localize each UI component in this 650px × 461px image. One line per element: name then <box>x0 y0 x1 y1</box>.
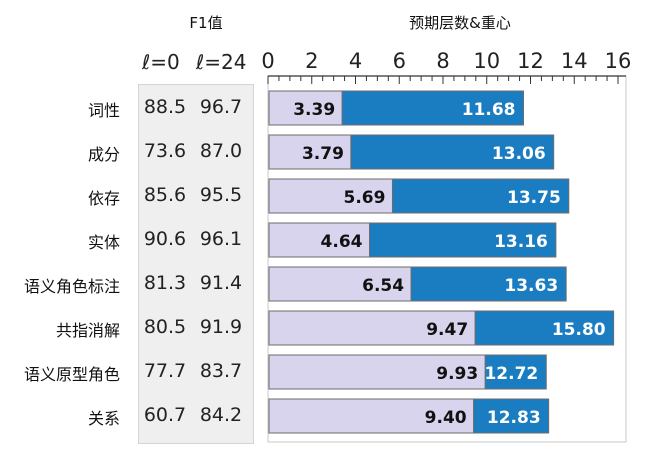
row-label: 依存 <box>87 189 120 208</box>
centroid-bar <box>268 398 475 434</box>
x-tick-label: 16 <box>605 49 632 73</box>
expected-layer-value-label: 11.68 <box>462 100 516 120</box>
row-label: 实体 <box>87 233 120 252</box>
expected-layer-bar <box>341 90 524 126</box>
expected-layer-bar <box>474 310 615 346</box>
f1-value-l0: 90.6 <box>143 228 187 250</box>
expected-layer-value-label: 13.06 <box>492 144 546 164</box>
f1-value-l0: 85.6 <box>143 184 187 206</box>
row-label: 成分 <box>87 145 120 164</box>
f1-value-l24: 91.4 <box>199 272 243 294</box>
row-label: 语义原型角色 <box>23 365 120 384</box>
expected-layer-value-label: 13.63 <box>504 276 558 296</box>
x-tick-label: 12 <box>517 49 544 73</box>
f1-value-l0: 60.7 <box>143 404 187 426</box>
column-header-l24: ℓ=24 <box>196 50 247 74</box>
f1-value-l24: 91.9 <box>199 316 243 338</box>
centroid-bar <box>268 90 343 126</box>
centroid-value-label: 6.54 <box>362 276 404 296</box>
f1-value-l0: 81.3 <box>143 272 187 294</box>
x-tick-label: 8 <box>436 49 449 73</box>
centroid-bar <box>268 178 393 214</box>
row-label: 关系 <box>87 409 120 428</box>
expected-layer-value-label: 13.75 <box>507 188 561 208</box>
centroid-value-label: 3.79 <box>302 144 344 164</box>
centroid-bar <box>268 266 412 302</box>
x-tick-label: 4 <box>349 49 362 73</box>
row-label: 共指消解 <box>55 321 120 340</box>
expected-layer-bar <box>484 354 547 390</box>
f1-value-l0: 73.6 <box>143 140 187 162</box>
column-header-l0: ℓ=0 <box>142 50 180 74</box>
f1-value-l24: 87.0 <box>199 140 243 162</box>
x-tick-label: 14 <box>561 49 588 73</box>
x-tick-label: 2 <box>305 49 318 73</box>
f1-value-l24: 83.7 <box>199 360 243 382</box>
centroid-value-label: 4.64 <box>321 232 363 252</box>
f1-value-l24: 96.1 <box>199 228 243 250</box>
f1-value-l0: 77.7 <box>143 360 187 382</box>
f1-values-panel <box>138 84 254 444</box>
x-tick-label: 10 <box>473 49 500 73</box>
expected-layer-bar <box>369 222 557 258</box>
expected-layer-value-label: 12.72 <box>484 364 538 384</box>
centroid-bar <box>268 354 486 390</box>
centroid-value-label: 9.40 <box>425 408 467 428</box>
expected-layer-value-label: 15.80 <box>552 320 606 340</box>
expected-layer-value-label: 13.16 <box>494 232 548 252</box>
x-tick-label: 6 <box>393 49 406 73</box>
x-tick-label: 0 <box>261 49 274 73</box>
centroid-value-label: 9.93 <box>436 364 478 384</box>
expected-layer-value-label: 12.83 <box>487 408 541 428</box>
centroid-value-label: 5.69 <box>344 188 386 208</box>
row-label: 词性 <box>87 101 120 120</box>
expected-layer-bar <box>350 134 555 170</box>
centroid-bar <box>268 310 476 346</box>
chart-header: 预期层数&重心 <box>409 14 511 32</box>
f1-value-l24: 95.5 <box>199 184 243 206</box>
row-label: 语义角色标注 <box>23 277 120 296</box>
f1-value-l24: 96.7 <box>199 96 243 118</box>
expected-layer-bar <box>391 178 570 214</box>
centroid-value-label: 9.47 <box>426 320 468 340</box>
centroid-value-label: 3.39 <box>293 100 335 120</box>
f1-value-l24: 84.2 <box>199 404 243 426</box>
expected-layer-bar <box>473 398 550 434</box>
expected-layer-bar <box>410 266 567 302</box>
centroid-bar <box>268 222 370 258</box>
f1-value-l0: 88.5 <box>143 96 187 118</box>
f1-value-l0: 80.5 <box>143 316 187 338</box>
f1-header: F1值 <box>189 14 223 32</box>
centroid-bar <box>268 134 352 170</box>
